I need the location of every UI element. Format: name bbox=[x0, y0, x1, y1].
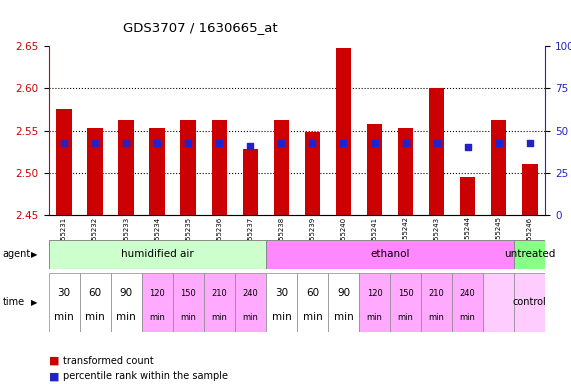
Text: min: min bbox=[85, 312, 105, 322]
Text: 210: 210 bbox=[429, 289, 444, 298]
Text: control: control bbox=[513, 297, 546, 308]
Point bbox=[494, 140, 503, 146]
Bar bbox=[57, 109, 72, 215]
Text: untreated: untreated bbox=[504, 249, 556, 260]
Text: 150: 150 bbox=[180, 289, 196, 298]
Point bbox=[152, 140, 162, 146]
Text: ■: ■ bbox=[49, 371, 59, 381]
Text: min: min bbox=[460, 313, 476, 322]
Bar bbox=[483, 273, 514, 332]
Bar bbox=[243, 149, 258, 215]
Bar bbox=[211, 121, 227, 215]
Text: ■: ■ bbox=[49, 356, 59, 366]
Text: min: min bbox=[54, 312, 74, 322]
Bar bbox=[429, 88, 444, 215]
Text: 60: 60 bbox=[306, 288, 319, 298]
Text: time: time bbox=[3, 297, 25, 308]
Bar bbox=[514, 273, 545, 332]
Point bbox=[122, 140, 131, 146]
Bar bbox=[274, 121, 289, 215]
Point bbox=[246, 143, 255, 149]
Point bbox=[339, 140, 348, 146]
Bar bbox=[359, 273, 390, 332]
Bar bbox=[79, 273, 111, 332]
Text: 150: 150 bbox=[398, 289, 413, 298]
Bar bbox=[118, 121, 134, 215]
Point bbox=[184, 140, 193, 146]
Bar bbox=[367, 124, 383, 215]
Bar bbox=[514, 240, 545, 269]
Text: agent: agent bbox=[3, 249, 31, 260]
Bar bbox=[111, 273, 142, 332]
Point bbox=[370, 140, 379, 146]
Point bbox=[463, 144, 472, 151]
Text: 120: 120 bbox=[367, 289, 383, 298]
Text: min: min bbox=[397, 313, 413, 322]
Point bbox=[525, 140, 534, 146]
Point bbox=[215, 140, 224, 146]
Text: 60: 60 bbox=[89, 288, 102, 298]
Text: min: min bbox=[429, 313, 445, 322]
Point bbox=[91, 140, 100, 146]
Text: min: min bbox=[243, 313, 258, 322]
Text: min: min bbox=[367, 313, 383, 322]
Bar bbox=[421, 273, 452, 332]
Bar bbox=[180, 121, 196, 215]
Point bbox=[308, 140, 317, 146]
Bar bbox=[204, 273, 235, 332]
Bar bbox=[398, 128, 413, 215]
Text: 240: 240 bbox=[460, 289, 476, 298]
Point bbox=[401, 140, 410, 146]
Text: min: min bbox=[116, 312, 136, 322]
Text: 120: 120 bbox=[150, 289, 165, 298]
Text: min: min bbox=[149, 313, 165, 322]
Bar bbox=[328, 273, 359, 332]
Text: min: min bbox=[211, 313, 227, 322]
Bar bbox=[305, 132, 320, 215]
Bar bbox=[266, 240, 514, 269]
Bar bbox=[297, 273, 328, 332]
Text: GDS3707 / 1630665_at: GDS3707 / 1630665_at bbox=[123, 21, 277, 34]
Bar bbox=[336, 48, 351, 215]
Bar bbox=[522, 164, 537, 215]
Bar bbox=[49, 273, 79, 332]
Text: 240: 240 bbox=[243, 289, 258, 298]
Text: min: min bbox=[333, 312, 353, 322]
Bar bbox=[142, 273, 172, 332]
Text: ▶: ▶ bbox=[31, 250, 38, 259]
Bar bbox=[491, 121, 506, 215]
Text: percentile rank within the sample: percentile rank within the sample bbox=[63, 371, 228, 381]
Text: 30: 30 bbox=[58, 288, 71, 298]
Bar bbox=[460, 177, 476, 215]
Text: min: min bbox=[303, 312, 322, 322]
Bar bbox=[452, 273, 483, 332]
Bar bbox=[235, 273, 266, 332]
Bar bbox=[87, 128, 103, 215]
Text: min: min bbox=[180, 313, 196, 322]
Text: ethanol: ethanol bbox=[371, 249, 410, 260]
Text: 90: 90 bbox=[337, 288, 350, 298]
Point bbox=[277, 140, 286, 146]
Bar bbox=[172, 273, 204, 332]
Text: transformed count: transformed count bbox=[63, 356, 154, 366]
Text: min: min bbox=[272, 312, 291, 322]
Bar bbox=[266, 273, 297, 332]
Text: 210: 210 bbox=[211, 289, 227, 298]
Point bbox=[59, 140, 69, 146]
Text: ▶: ▶ bbox=[31, 298, 38, 307]
Point bbox=[432, 140, 441, 146]
Bar bbox=[390, 273, 421, 332]
Text: 30: 30 bbox=[275, 288, 288, 298]
Bar bbox=[49, 240, 266, 269]
Text: 90: 90 bbox=[119, 288, 132, 298]
Bar bbox=[150, 128, 165, 215]
Text: humidified air: humidified air bbox=[121, 249, 194, 260]
